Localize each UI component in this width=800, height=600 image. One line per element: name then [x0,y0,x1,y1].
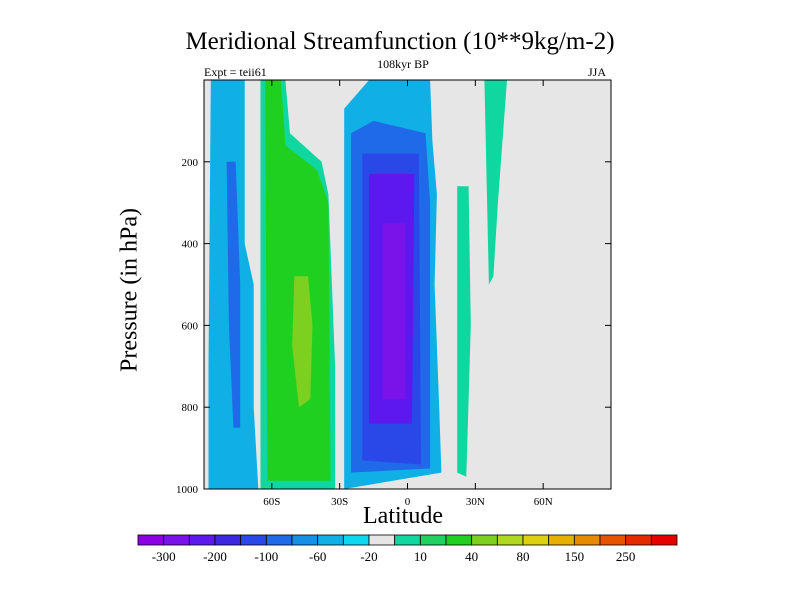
colorbar-cell [471,534,498,546]
colorbar-label: 10 [414,549,427,564]
y-tick-label: 400 [182,239,199,251]
experiment-label: Expt = teii61 [204,65,267,79]
colorbar-label: -200 [203,549,227,564]
contour-region-9 [382,223,406,399]
axis-ticks: 60S 30S 0 30N 60N 200 400 600 800 1000 [176,80,611,508]
colorbar-label: 40 [465,549,478,564]
y-tick-label: 600 [182,320,199,332]
colorbar-cell [419,534,447,546]
y-tick-label: 800 [182,402,199,414]
colorbar-label: -100 [254,549,278,564]
y-tick-label: 1000 [176,484,199,496]
colorbar-cell [291,534,319,546]
colorbar-cell [240,534,267,546]
x-tick-label: 0 [405,496,411,508]
colorbar-cell [317,534,344,546]
contour-region-1 [226,161,241,428]
colorbar-cell [163,534,190,546]
colorbar-cell [548,534,575,546]
contour-region-10 [457,186,471,477]
colorbar-cell [599,534,627,546]
colorbar-cell [394,534,421,546]
colorbar-label: 150 [565,549,585,564]
colorbar-cell [214,534,242,546]
chart-title: Meridional Streamfunction (10**9kg/m-2) [185,28,615,55]
x-tick-label: 30N [466,496,485,508]
colorbar-label: 250 [616,549,636,564]
contour-regions [204,80,611,489]
x-axis-label: Latitude [363,503,443,529]
colorbar-cell [188,534,216,546]
colorbar: -300 -200 -100 -60 -20 10 40 80 150 250 [137,534,678,564]
colorbar-cell [650,534,678,546]
chart-subtitle: 108kyr BP [377,57,429,71]
colorbar-cell [137,534,165,546]
colorbar-cell [496,534,524,546]
x-tick-label: 60N [534,496,553,508]
contour-region-11 [484,80,507,285]
x-tick-label: 60S [263,496,280,508]
colorbar-label: -300 [152,549,176,564]
y-tick-label: 200 [182,157,199,169]
colorbar-label: 80 [517,549,530,564]
colorbar-cell [573,534,601,546]
colorbar-cell [342,534,370,546]
season-label: JJA [588,65,607,79]
colorbar-cell [368,534,396,546]
colorbar-label: -60 [309,549,326,564]
contour-region-4 [292,276,313,408]
colorbar-cell [625,534,652,546]
colorbar-cell [445,534,473,546]
colorbar-label: -20 [360,549,377,564]
x-tick-label: 30S [331,496,348,508]
colorbar-cell [522,534,550,546]
colorbar-cell [265,534,293,546]
